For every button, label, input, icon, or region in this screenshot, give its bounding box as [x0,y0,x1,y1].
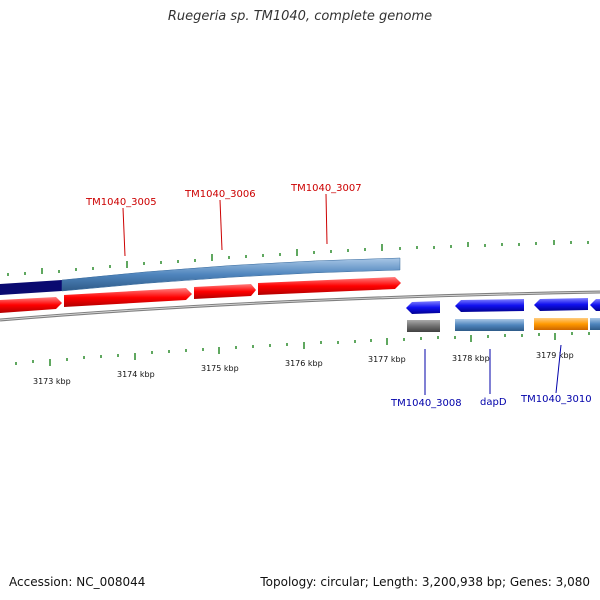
feature-block-navy [0,280,62,295]
outer-scale-ticks [7,240,589,276]
inner-scale-ticks [15,332,590,366]
gene-label-tm1040-3006[interactable]: TM1040_3006 [184,189,256,200]
accession-text: Accession: NC_008044 [9,575,146,589]
scale-label: 3178 kbp [452,354,490,363]
label-leader-line [555,344,562,394]
scale-label: 3179 kbp [536,351,574,360]
feature-block-gray [407,320,440,332]
label-leader-line [122,207,126,257]
forward-gene-arrow [258,277,401,295]
reverse-gene-track [406,298,600,314]
reverse-gene-arrow [406,301,440,314]
scale-label: 3173 kbp [33,377,71,386]
scale-label: 3175 kbp [201,364,239,373]
feature-block-orange [534,318,588,330]
forward-gene-arrow [0,297,62,313]
gene-label-tm1040-3007[interactable]: TM1040_3007 [290,183,362,194]
reverse-gene-arrow [534,298,588,311]
label-leader-line [325,193,328,245]
forward-gene-arrow [194,284,256,299]
map-title: Ruegeria sp. TM1040, complete genome [167,9,433,24]
scale-labels: 3173 kbp 3174 kbp 3175 kbp 3176 kbp 3177… [33,351,574,386]
feature-block-steelblue [455,319,524,331]
scale-label: 3177 kbp [368,355,406,364]
gene-label-dapd[interactable]: dapD [480,397,507,408]
forward-gene-labels: TM1040_3005 TM1040_3006 TM1040_3007 [85,183,362,257]
scale-label: 3176 kbp [285,359,323,368]
feature-block-steelblue [61,257,401,292]
reverse-gene-arrow [455,299,524,312]
gene-label-tm1040-3008[interactable]: TM1040_3008 [390,398,462,409]
genome-summary-text: Topology: circular; Length: 3,200,938 bp… [260,575,590,589]
forward-feature-track [0,257,401,295]
label-leader-line [219,199,223,251]
gene-label-tm1040-3010[interactable]: TM1040_3010 [520,394,592,405]
feature-block-steelblue [590,318,600,330]
scale-label: 3174 kbp [117,370,155,379]
forward-gene-arrow [64,288,192,307]
reverse-feature-track [407,318,600,332]
forward-gene-track [0,277,401,313]
gene-label-tm1040-3005[interactable]: TM1040_3005 [85,197,157,208]
reverse-gene-arrow [590,299,600,311]
reverse-gene-labels: TM1040_3008 dapD TM1040_3010 [390,344,592,409]
